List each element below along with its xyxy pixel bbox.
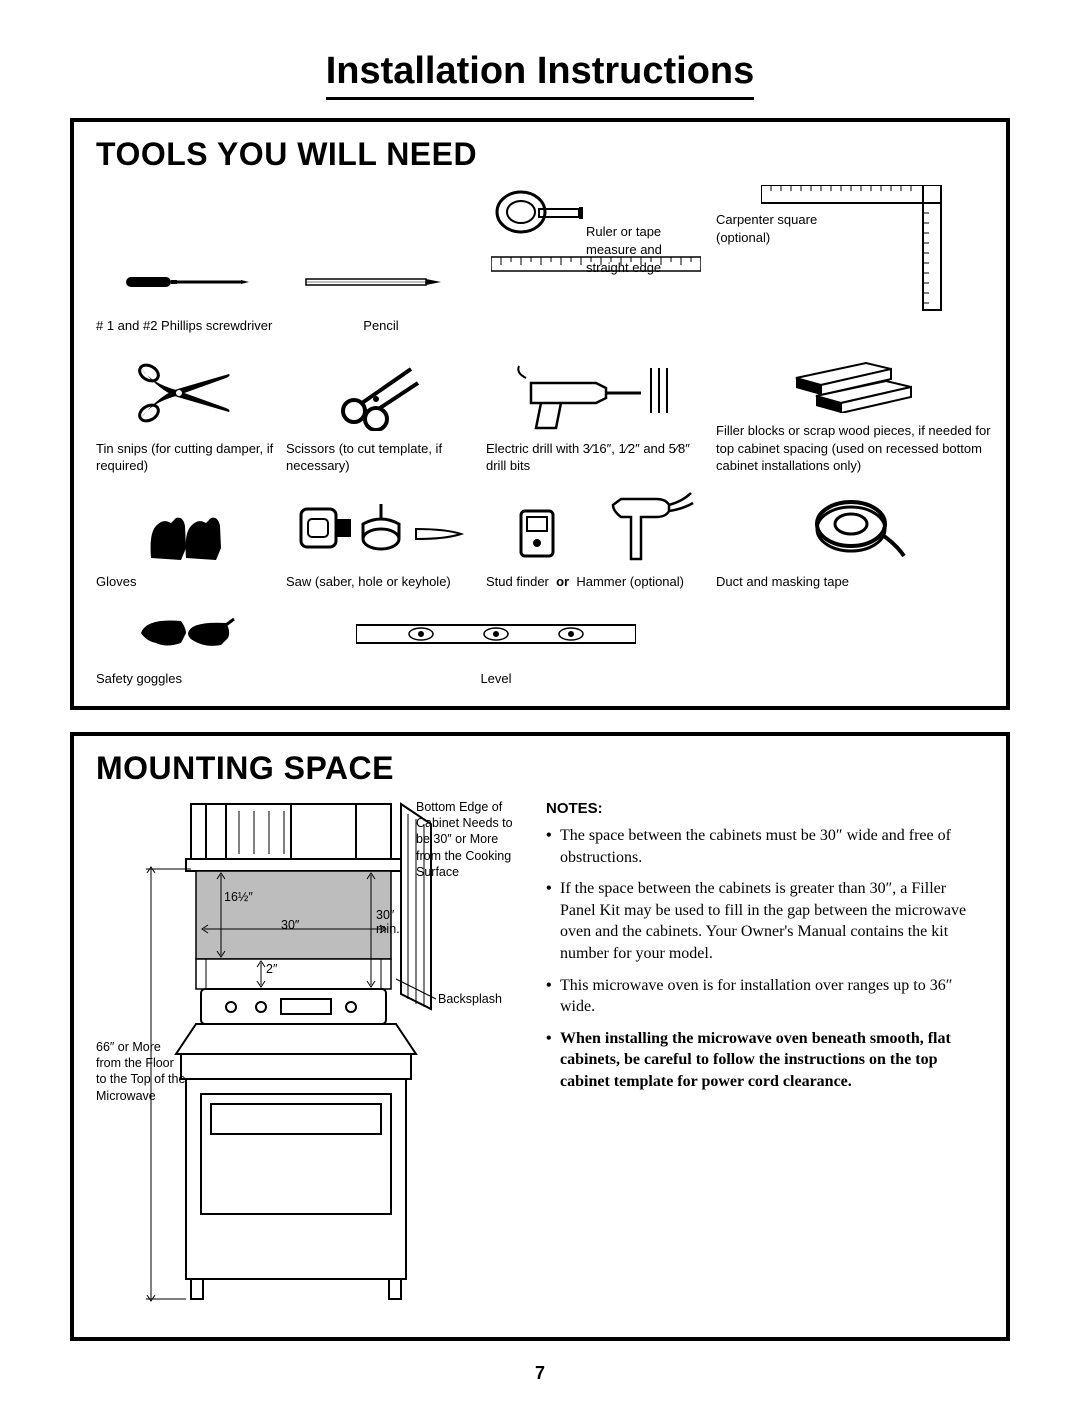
screwdriver-icon — [96, 251, 276, 313]
tool-gloves: Gloves — [96, 489, 276, 591]
tool-scissors: Scissors (to cut template, if necessary) — [286, 348, 476, 475]
tool-stud-hammer: Stud finder or Hammer (optional) — [486, 489, 706, 591]
mounting-heading: MOUNTING SPACE — [96, 750, 984, 787]
dim-16half: 16½″ — [224, 889, 253, 905]
page-title: Installation Instructions — [326, 50, 755, 100]
tool-level: Level — [286, 604, 706, 688]
tool-ruler: Ruler or tape measure and straight edge — [486, 185, 706, 334]
note-item: When installing the microwave oven benea… — [546, 1028, 984, 1093]
tools-heading: TOOLS YOU WILL NEED — [96, 136, 984, 173]
tools-panel: TOOLS YOU WILL NEED # 1 and #2 Phillips … — [70, 118, 1010, 710]
pencil-icon — [286, 251, 476, 313]
filler-label: Filler blocks or scrap wood pieces, if n… — [716, 422, 996, 475]
scissors-label: Scissors (to cut template, if necessary) — [286, 440, 476, 475]
note-item: If the space between the cabinets is gre… — [546, 878, 984, 964]
backsplash-label: Backsplash — [438, 991, 502, 1007]
dim-2: 2″ — [266, 961, 277, 977]
stud-hammer-label: Stud finder or Hammer (optional) — [486, 573, 706, 591]
dim-30: 30″ — [281, 917, 299, 933]
goggles-label: Safety goggles — [96, 670, 276, 688]
mounting-notes: NOTES: The space between the cabinets mu… — [546, 799, 984, 1319]
square-label: Carpenter square (optional) — [716, 211, 826, 246]
mounting-panel: MOUNTING SPACE — [70, 732, 1010, 1341]
saw-icon — [286, 489, 476, 569]
gloves-label: Gloves — [96, 573, 276, 591]
level-label: Level — [286, 670, 706, 688]
filler-icon — [716, 348, 996, 418]
gloves-icon — [96, 507, 276, 569]
tinsnips-icon — [96, 356, 276, 436]
tool-filler: Filler blocks or scrap wood pieces, if n… — [716, 348, 996, 475]
tape-label: Duct and masking tape — [716, 573, 996, 591]
goggles-icon — [96, 604, 276, 666]
tool-square: Carpenter square (optional) — [716, 185, 996, 334]
drill-icon — [486, 356, 706, 436]
scissors-icon — [286, 356, 476, 436]
stud-hammer-icon — [486, 489, 706, 569]
level-icon — [286, 604, 706, 666]
tool-pencil: Pencil — [286, 185, 476, 334]
tool-tape: Duct and masking tape — [716, 489, 996, 591]
dim-30min: 30″ min. — [376, 909, 410, 937]
tool-saw: Saw (saber, hole or keyhole) — [286, 489, 476, 591]
tape-icon — [716, 489, 996, 569]
tool-screwdriver: # 1 and #2 Phillips screwdriver — [96, 185, 276, 334]
drill-label: Electric drill with 3⁄16″, 1⁄2″ and 5⁄8″… — [486, 440, 706, 475]
tinsnips-label: Tin snips (for cutting damper, if requir… — [96, 440, 276, 475]
tool-tinsnips: Tin snips (for cutting damper, if requir… — [96, 348, 276, 475]
note-item: This microwave oven is for installation … — [546, 975, 984, 1018]
notes-heading: NOTES: — [546, 799, 984, 819]
saw-label: Saw (saber, hole or keyhole) — [286, 573, 476, 591]
cab-edge-label: Bottom Edge of Cabinet Needs to be 30″ o… — [416, 799, 516, 880]
tool-drill: Electric drill with 3⁄16″, 1⁄2″ and 5⁄8″… — [486, 348, 706, 475]
note-item: The space between the cabinets must be 3… — [546, 825, 984, 868]
page-number: 7 — [70, 1363, 1010, 1384]
pencil-label: Pencil — [286, 317, 476, 335]
mounting-diagram: Bottom Edge of Cabinet Needs to be 30″ o… — [96, 799, 516, 1319]
tool-goggles: Safety goggles — [96, 604, 276, 688]
ruler-label: Ruler or tape measure and straight edge — [586, 223, 696, 276]
screwdriver-label: # 1 and #2 Phillips screwdriver — [96, 317, 276, 335]
height-66-label: 66″ or More from the Floor to the Top of… — [96, 1039, 186, 1104]
